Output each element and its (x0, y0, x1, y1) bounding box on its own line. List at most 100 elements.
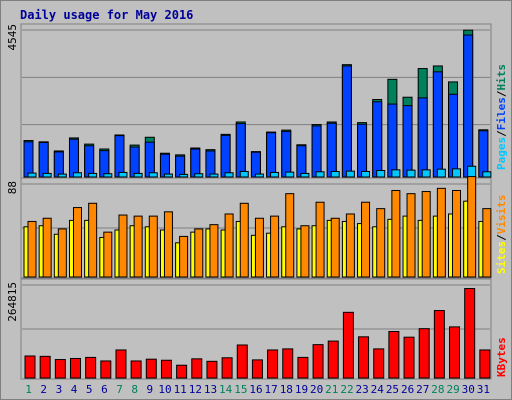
bar-kbytes-day-20 (312, 344, 324, 379)
bar-pages-day-29 (452, 168, 462, 178)
bar-visits-day-4 (72, 207, 82, 278)
bar-pages-day-24 (376, 169, 386, 178)
legend-visits-sites: Sites/Visits (495, 195, 508, 275)
bar-kbytes-day-25 (388, 330, 400, 379)
bar-kbytes-day-16 (251, 359, 263, 379)
legend-separator: / (495, 90, 508, 97)
x-tick-label-day-15: 15 (234, 383, 247, 396)
x-tick-label-day-18: 18 (280, 383, 293, 396)
bar-visits-day-8 (133, 215, 143, 278)
bar-visits-day-16 (254, 217, 264, 278)
bar-visits-day-18 (285, 193, 295, 278)
bar-pages-day-8 (133, 172, 143, 178)
bar-files-day-20 (311, 125, 322, 178)
bar-pages-day-9 (148, 172, 158, 178)
bar-files-day-14 (220, 134, 231, 178)
legend-item-hits: Hits (495, 64, 508, 91)
bar-pages-day-28 (436, 168, 446, 178)
bar-kbytes-day-18 (282, 348, 294, 379)
bar-pages-day-3 (57, 173, 67, 178)
bar-kbytes-day-29 (449, 326, 461, 379)
legend-item-pages: Pages (495, 137, 508, 170)
chart-bars (22, 29, 492, 379)
bar-visits-day-26 (406, 193, 416, 278)
x-tick-label-day-1: 1 (25, 383, 32, 396)
bar-kbytes-day-14 (221, 357, 233, 379)
legend-hits-files-pages: Pages/Files/Hits (495, 64, 508, 170)
bar-kbytes-day-28 (433, 310, 445, 379)
legend-item-kbytes: KBytes (495, 337, 508, 377)
bar-pages-day-12 (194, 173, 204, 178)
bar-files-day-4 (68, 138, 79, 178)
bar-pages-day-18 (285, 171, 295, 178)
bar-visits-day-13 (209, 224, 219, 278)
bar-visits-day-11 (179, 235, 189, 278)
bar-kbytes-day-30 (464, 288, 476, 379)
bar-kbytes-day-4 (69, 357, 81, 379)
bar-files-day-23 (357, 123, 368, 178)
x-tick-label-day-22: 22 (340, 383, 353, 396)
bar-visits-day-30 (467, 176, 477, 278)
bar-files-day-6 (99, 150, 110, 178)
bar-kbytes-day-6 (100, 360, 112, 379)
bar-kbytes-day-12 (191, 358, 203, 379)
bar-kbytes-day-13 (206, 360, 218, 379)
bar-pages-day-31 (482, 171, 492, 178)
bar-visits-day-19 (300, 225, 310, 278)
x-tick-label-day-21: 21 (325, 383, 338, 396)
bar-pages-day-22 (345, 170, 355, 178)
legend-separator: / (495, 130, 508, 137)
bar-visits-day-24 (376, 208, 386, 278)
x-tick-label-day-19: 19 (295, 383, 308, 396)
bar-kbytes-day-5 (85, 356, 97, 379)
x-tick-label-day-12: 12 (189, 383, 202, 396)
bar-pages-day-14 (224, 172, 234, 178)
bar-pages-day-1 (27, 172, 37, 178)
bar-pages-day-25 (391, 169, 401, 178)
legend-hits-files-pages-text: Pages/Files/Hits (495, 64, 508, 170)
bar-files-day-21 (326, 122, 337, 178)
x-tick-label-day-8: 8 (131, 383, 138, 396)
bar-pages-day-11 (179, 173, 189, 178)
bar-visits-day-10 (163, 211, 173, 278)
bar-visits-day-20 (315, 201, 325, 278)
x-tick-label-day-6: 6 (101, 383, 108, 396)
panel-hits-ymax-label: 4545 (6, 24, 19, 51)
x-tick-label-day-16: 16 (249, 383, 262, 396)
legend-separator: / (495, 234, 508, 241)
bar-files-day-5 (84, 145, 95, 178)
bar-pages-day-6 (103, 173, 113, 178)
bar-visits-day-12 (194, 228, 204, 278)
bar-pages-day-2 (42, 172, 52, 178)
bar-files-day-7 (114, 135, 125, 178)
x-tick-label-day-5: 5 (86, 383, 93, 396)
panel-kbytes-ymax-label: 264815 (6, 282, 19, 322)
bar-files-day-3 (53, 151, 64, 178)
bar-kbytes-day-3 (54, 359, 66, 379)
bar-visits-day-17 (270, 215, 280, 278)
x-tick-label-day-26: 26 (401, 383, 414, 396)
x-tick-label-day-10: 10 (158, 383, 171, 396)
bar-files-day-9 (144, 141, 155, 178)
x-tick-label-day-2: 2 (40, 383, 47, 396)
bar-visits-day-14 (224, 213, 234, 278)
bar-pages-day-13 (209, 173, 219, 178)
bar-files-day-18 (281, 130, 292, 178)
x-tick-label-day-7: 7 (116, 383, 123, 396)
bar-kbytes-day-26 (403, 336, 415, 379)
bar-kbytes-day-10 (160, 359, 172, 379)
bar-kbytes-day-19 (297, 356, 309, 379)
bar-files-day-19 (296, 145, 307, 178)
bar-pages-day-19 (300, 172, 310, 178)
legend-kbytes-text: KBytes (495, 337, 508, 377)
bar-visits-day-6 (103, 231, 113, 278)
bar-files-day-26 (402, 105, 413, 178)
bar-visits-day-27 (421, 191, 431, 278)
x-tick-label-day-11: 11 (174, 383, 187, 396)
bar-files-day-16 (250, 151, 261, 178)
bar-pages-day-7 (118, 171, 128, 178)
bar-visits-day-5 (88, 202, 98, 278)
bar-pages-day-17 (270, 171, 280, 178)
bar-visits-day-1 (27, 220, 37, 278)
bar-pages-day-26 (406, 169, 416, 178)
